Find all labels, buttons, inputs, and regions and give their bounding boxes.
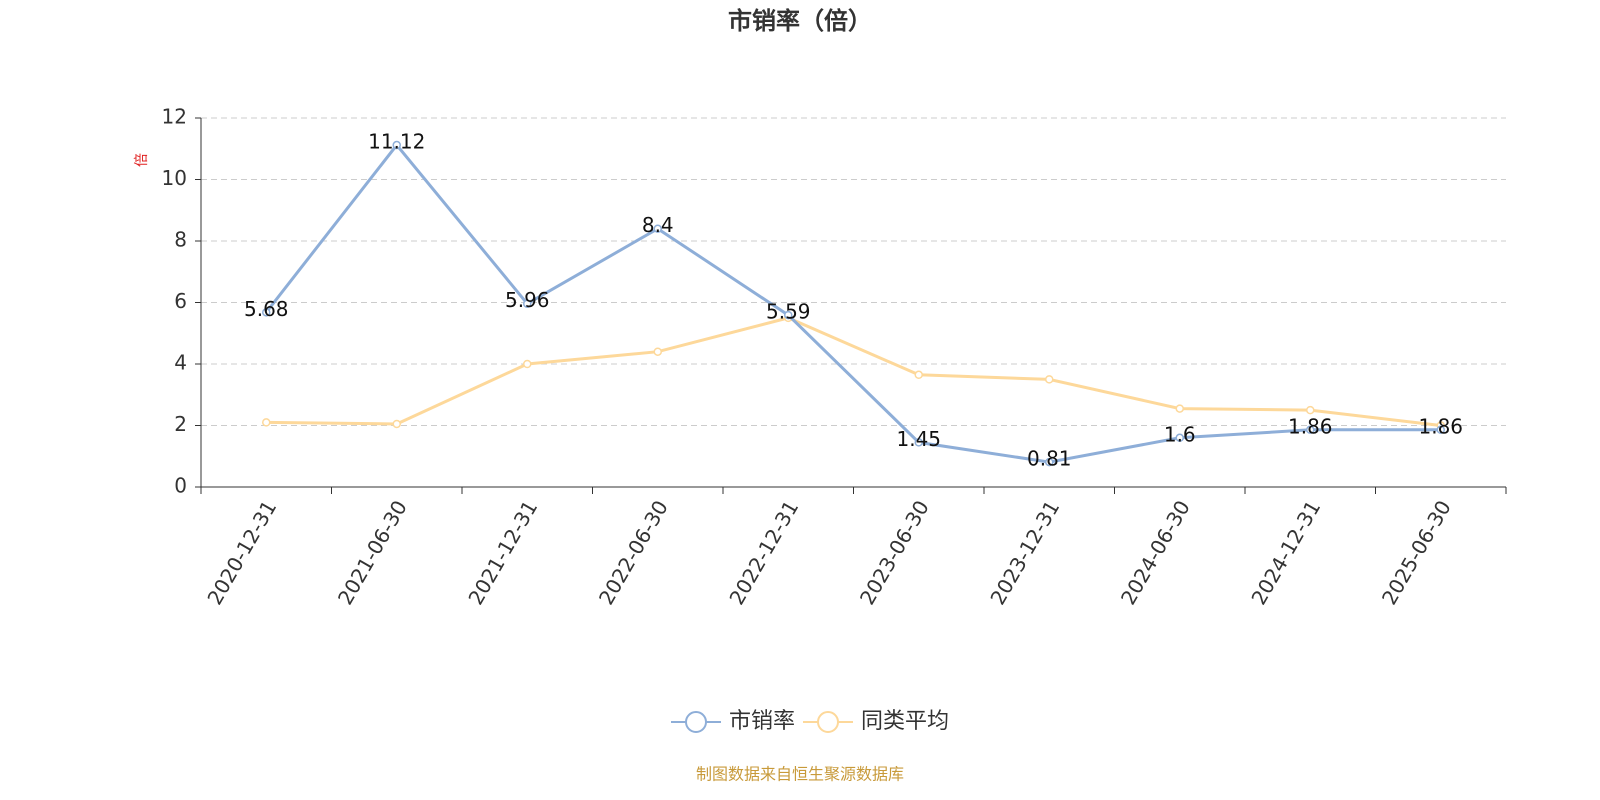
y-tick-label: 2	[174, 412, 187, 436]
data-point	[1306, 405, 1315, 415]
data-point	[262, 308, 271, 317]
x-tick-label: 2024-12-31	[1246, 496, 1325, 609]
y-tick-label: 6	[174, 289, 187, 313]
data-label: 11.12	[368, 130, 425, 154]
x-tick-label: 2021-06-30	[333, 496, 412, 609]
x-tick-label: 2023-12-31	[985, 496, 1064, 609]
data-point	[1175, 404, 1184, 413]
chart-title: 市销率（倍）	[728, 7, 872, 35]
data-label: 5.68	[244, 297, 289, 321]
data-point	[653, 224, 662, 233]
data-label: 1.86	[1288, 414, 1333, 438]
legend-marker[interactable]	[817, 711, 839, 733]
data-label: 5.96	[505, 288, 550, 312]
x-tick-label: 2022-06-30	[594, 496, 673, 609]
x-tick-label: 2024-06-30	[1116, 496, 1195, 609]
x-tick-label: 2022-12-31	[724, 496, 803, 609]
data-point	[1306, 425, 1315, 435]
source-note: 制图数据来自恒生聚源数据库	[696, 765, 904, 784]
data-point	[1175, 433, 1184, 443]
data-point	[262, 418, 271, 427]
data-label: 1.6	[1164, 422, 1196, 446]
data-label: 1.86	[1418, 414, 1463, 438]
data-label: 0.81	[1027, 447, 1072, 471]
data-label: 5.59	[766, 300, 811, 324]
data-point	[653, 347, 662, 356]
data-point	[523, 299, 532, 308]
data-point	[392, 140, 401, 150]
data-label: 8.4	[642, 213, 674, 237]
legend-label[interactable]: 市销率	[729, 709, 795, 734]
x-tick-label: 2025-06-30	[1377, 496, 1456, 609]
x-tick-label: 2021-12-31	[463, 496, 542, 609]
y-tick-label: 10	[162, 166, 187, 190]
data-point	[1045, 457, 1054, 467]
series-line	[266, 316, 1441, 427]
data-point	[914, 438, 923, 447]
legend-label[interactable]: 同类平均	[861, 709, 949, 734]
y-tick-label: 12	[162, 105, 187, 129]
y-axis-label: 倍	[134, 153, 150, 167]
y-tick-label: 8	[174, 228, 187, 252]
data-point	[523, 359, 532, 369]
data-label: 1.45	[896, 427, 941, 451]
series-line	[265, 142, 1441, 464]
y-tick-label: 0	[174, 474, 187, 498]
data-point	[392, 419, 401, 429]
data-point	[784, 310, 793, 320]
x-tick-label: 2020-12-31	[202, 496, 281, 609]
y-tick-label: 4	[174, 351, 187, 375]
x-tick-label: 2023-06-30	[855, 496, 934, 609]
data-point	[1045, 375, 1054, 384]
legend-marker[interactable]	[685, 711, 707, 733]
data-point	[914, 370, 923, 380]
data-point	[1436, 425, 1445, 435]
